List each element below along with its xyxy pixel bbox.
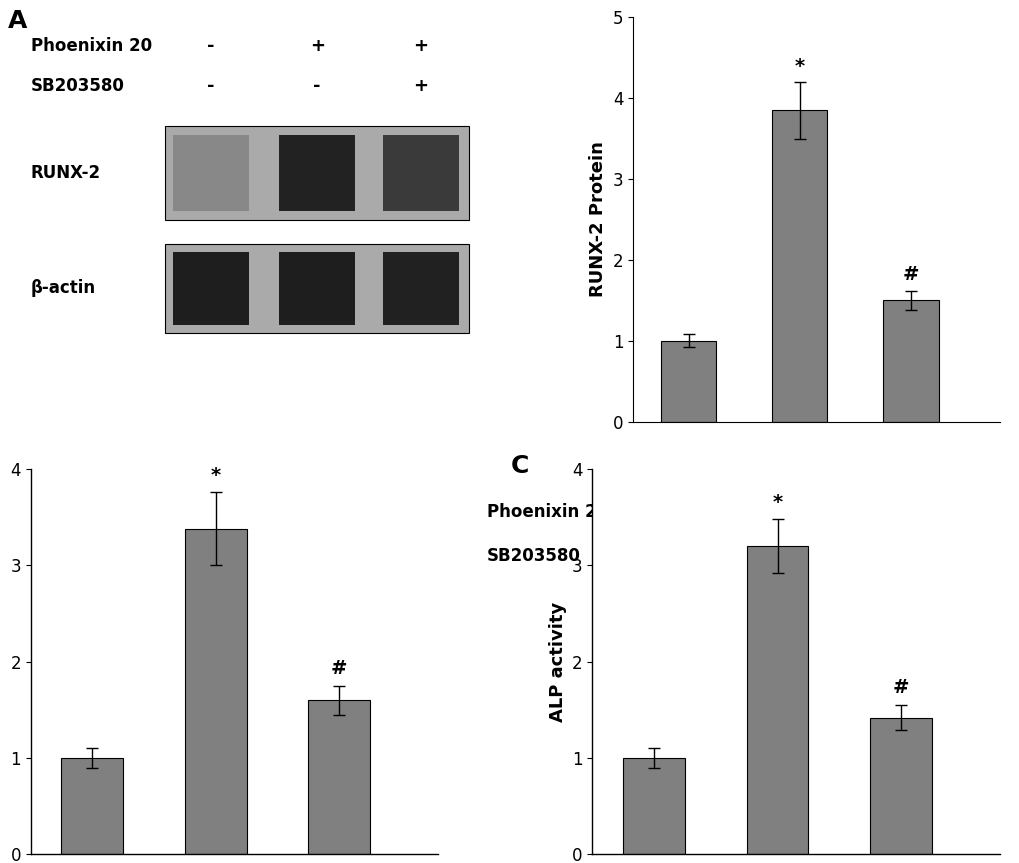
Bar <box>172 252 249 324</box>
Text: -: - <box>685 547 692 565</box>
Bar <box>869 718 930 854</box>
Text: +: + <box>413 36 428 54</box>
Bar <box>382 135 459 211</box>
Text: +: + <box>792 502 806 520</box>
Text: *: * <box>794 56 804 75</box>
Bar <box>165 127 469 219</box>
Bar <box>660 341 715 422</box>
Text: +: + <box>903 502 917 520</box>
Bar <box>61 758 123 854</box>
Bar <box>623 758 685 854</box>
Bar <box>165 243 469 333</box>
Bar <box>172 135 249 211</box>
Y-axis label: RUNX-2 Protein: RUNX-2 Protein <box>589 142 606 298</box>
Text: -: - <box>207 36 214 54</box>
Text: -: - <box>207 77 214 95</box>
Y-axis label: ALP activity: ALP activity <box>548 602 566 721</box>
Text: Phoenixin 20: Phoenixin 20 <box>487 502 607 520</box>
Text: #: # <box>902 265 918 284</box>
Text: β-actin: β-actin <box>31 280 96 297</box>
Text: +: + <box>413 77 428 95</box>
Text: #: # <box>892 678 908 697</box>
Text: *: * <box>210 465 220 484</box>
Bar <box>771 110 826 422</box>
Bar <box>279 252 355 324</box>
Y-axis label: Alizarin Red S: Alizarin Red S <box>0 591 5 732</box>
Text: #: # <box>330 659 346 678</box>
Bar <box>308 700 370 854</box>
Text: -: - <box>313 77 321 95</box>
Text: +: + <box>310 36 324 54</box>
Bar <box>279 135 355 211</box>
Text: Phoenixin 20: Phoenixin 20 <box>31 36 152 54</box>
Text: +: + <box>903 547 917 565</box>
Text: -: - <box>795 547 803 565</box>
Text: SB203580: SB203580 <box>487 547 581 565</box>
Text: A: A <box>8 9 28 33</box>
Bar <box>746 546 808 854</box>
Bar <box>882 300 937 422</box>
Bar <box>382 252 459 324</box>
Bar <box>184 529 247 854</box>
Text: -: - <box>685 502 692 520</box>
Text: *: * <box>771 493 782 512</box>
Text: RUNX-2: RUNX-2 <box>31 164 101 182</box>
Text: SB203580: SB203580 <box>31 77 124 95</box>
Text: C: C <box>511 454 529 478</box>
